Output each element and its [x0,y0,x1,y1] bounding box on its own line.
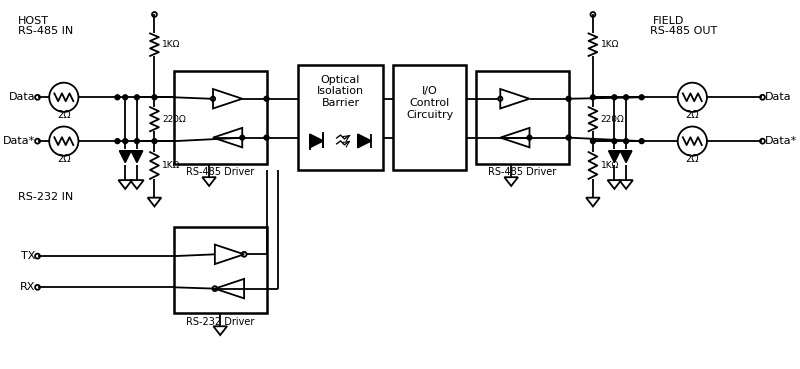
Bar [476,71,569,163]
Circle shape [612,139,617,144]
Polygon shape [358,134,371,148]
Polygon shape [620,151,632,163]
Text: RS-485 Driver: RS-485 Driver [186,168,254,177]
Circle shape [590,139,595,144]
Polygon shape [131,151,142,163]
Text: 2Ω: 2Ω [57,110,70,120]
Text: 220Ω: 220Ω [601,115,625,124]
Polygon shape [609,151,620,163]
Circle shape [134,139,139,144]
Text: Isolation: Isolation [317,86,364,96]
Circle shape [264,96,269,101]
Text: Data*: Data* [765,136,797,146]
Text: 2Ω: 2Ω [686,154,699,163]
Text: 2Ω: 2Ω [57,154,70,163]
Circle shape [134,95,139,100]
Circle shape [152,95,157,100]
Circle shape [152,139,157,144]
Text: 1KΩ: 1KΩ [601,161,619,170]
Text: 220Ω: 220Ω [162,115,186,124]
Text: 1KΩ: 1KΩ [162,161,181,170]
Circle shape [624,95,629,100]
Text: Data: Data [765,92,791,102]
Text: 1KΩ: 1KΩ [162,40,181,49]
Text: Barrier: Barrier [322,98,360,108]
Text: Optical: Optical [321,75,360,85]
Text: Circuitry: Circuitry [406,110,454,120]
Bar [174,71,266,163]
Circle shape [264,135,269,140]
Text: RS-485 Driver: RS-485 Driver [488,168,557,177]
Text: RS-485 OUT: RS-485 OUT [650,26,718,36]
Text: I/O: I/O [422,86,438,96]
Circle shape [115,95,120,100]
Text: 2Ω: 2Ω [686,110,699,120]
Circle shape [122,95,128,100]
Text: RS-232 IN: RS-232 IN [18,192,74,202]
Circle shape [122,139,128,144]
Text: TX: TX [21,251,35,261]
Text: Data*: Data* [3,136,35,146]
Polygon shape [119,151,131,163]
Text: RS-485 IN: RS-485 IN [18,26,74,36]
Circle shape [639,95,644,100]
Text: RX: RX [20,282,35,292]
Circle shape [115,139,120,144]
Text: HOST: HOST [18,16,49,27]
Text: 1KΩ: 1KΩ [601,40,619,49]
Circle shape [566,96,571,101]
Circle shape [612,95,617,100]
Circle shape [566,135,571,140]
Bar [393,65,466,170]
Circle shape [639,139,644,144]
Circle shape [590,95,595,100]
Polygon shape [310,134,323,148]
Bar [174,227,266,313]
Circle shape [624,139,629,144]
Text: Control: Control [410,98,450,108]
Text: RS-232 Driver: RS-232 Driver [186,317,254,327]
Text: Data: Data [9,92,35,102]
Bar [298,65,383,170]
Text: FIELD: FIELD [654,16,685,27]
